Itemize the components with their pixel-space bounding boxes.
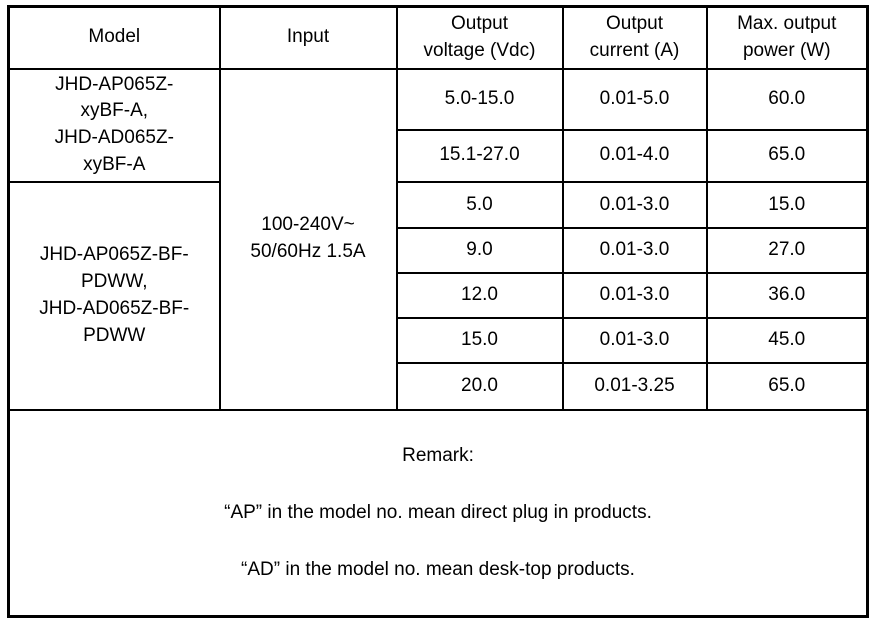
cell-max-power: 65.0 [705, 362, 869, 412]
remark-line-ad: “AD” in the model no. mean desk-top prod… [241, 558, 635, 580]
cell-input: 100-240V~ 50/60Hz 1.5A [218, 67, 398, 412]
cell-output-voltage: 5.0-15.0 [395, 67, 564, 131]
cell-output-current: 0.01-3.0 [561, 227, 708, 275]
cell-output-voltage: 12.0 [395, 272, 564, 320]
col-header-output-voltage: Output voltage (Vdc) [395, 5, 564, 70]
col-header-input: Input [218, 5, 398, 70]
cell-remark: Remark: “AP” in the model no. mean direc… [7, 409, 869, 618]
cell-output-voltage: 15.0 [395, 317, 564, 365]
table-row: 12.0 0.01-3.0 36.0 [9, 272, 869, 320]
col-header-output-current: Output current (A) [561, 5, 708, 70]
cell-output-current: 0.01-3.0 [561, 272, 708, 320]
cell-output-current: 0.01-3.0 [561, 317, 708, 365]
cell-output-current: 0.01-3.25 [561, 362, 708, 412]
table-row: JHD-AP065Z- xyBF-A, JHD-AD065Z- xyBF-A 1… [7, 67, 869, 412]
cell-model-group-1: JHD-AP065Z- xyBF-A, JHD-AD065Z- xyBF-A [7, 67, 221, 184]
remark-title: Remark: [402, 444, 474, 466]
cell-max-power: 36.0 [705, 272, 869, 320]
cell-output-current: 0.01-5.0 [561, 67, 708, 131]
header-row: Model Input Output voltage (Vdc) Output … [7, 5, 869, 70]
cell-output-voltage: 5.0 [395, 181, 564, 230]
table-row: 15.0 0.01-3.0 45.0 [9, 317, 869, 365]
cell-max-power: 27.0 [705, 227, 869, 275]
cell-output-current: 0.01-4.0 [561, 128, 708, 184]
power-spec-table: Model Input Output voltage (Vdc) Output … [7, 5, 869, 618]
cell-max-power: 15.0 [705, 181, 869, 230]
table-row: JHD-AP065Z-BF- PDWW, JHD-AD065Z-BF- PDWW… [7, 181, 869, 412]
cell-max-power: 65.0 [705, 128, 869, 184]
remark-line-ap: “AP” in the model no. mean direct plug i… [224, 501, 652, 523]
table-row: 15.1-27.0 0.01-4.0 65.0 [9, 128, 869, 184]
table-row: 9.0 0.01-3.0 27.0 [9, 227, 869, 275]
cell-output-voltage: 20.0 [395, 362, 564, 412]
cell-output-current: 0.01-3.0 [561, 181, 708, 230]
cell-max-power: 45.0 [705, 317, 869, 365]
cell-model-group-2: JHD-AP065Z-BF- PDWW, JHD-AD065Z-BF- PDWW [7, 181, 221, 412]
col-header-max-output-power: Max. output power (W) [705, 5, 869, 70]
remark-row: Remark: “AP” in the model no. mean direc… [7, 409, 869, 618]
col-header-model: Model [7, 5, 221, 70]
table-row: 20.0 0.01-3.25 65.0 [9, 362, 869, 412]
cell-output-voltage: 9.0 [395, 227, 564, 275]
cell-max-power: 60.0 [705, 67, 869, 131]
cell-output-voltage: 15.1-27.0 [395, 128, 564, 184]
